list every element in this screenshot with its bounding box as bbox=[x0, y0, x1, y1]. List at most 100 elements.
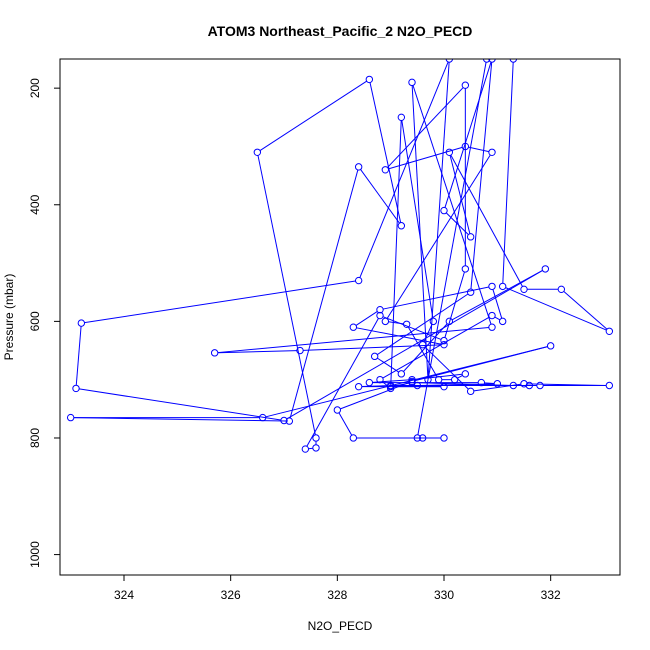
series-segment bbox=[303, 344, 441, 351]
x-tick-label: 328 bbox=[327, 588, 347, 602]
series-segment bbox=[502, 62, 514, 284]
series-segment bbox=[470, 62, 493, 290]
series-segment bbox=[369, 82, 402, 223]
data-point bbox=[210, 349, 219, 357]
series-segment bbox=[449, 155, 471, 234]
series-segment bbox=[265, 346, 548, 418]
series-segment bbox=[411, 85, 429, 377]
series-segment bbox=[382, 316, 490, 379]
series-segment bbox=[257, 155, 316, 435]
data-point bbox=[440, 206, 448, 215]
data-point bbox=[413, 434, 422, 442]
data-point bbox=[349, 434, 358, 442]
data-point bbox=[285, 417, 294, 425]
series-segment bbox=[450, 154, 523, 287]
data-point bbox=[72, 384, 80, 393]
data-point bbox=[498, 317, 507, 326]
series-segment bbox=[444, 61, 492, 208]
series-segment bbox=[259, 80, 367, 151]
data-point bbox=[440, 434, 448, 442]
series-segment bbox=[361, 385, 388, 388]
data-point bbox=[605, 381, 614, 390]
data-point bbox=[381, 166, 390, 174]
series-segment bbox=[505, 287, 607, 331]
data-point bbox=[354, 382, 363, 391]
data-point bbox=[482, 59, 491, 63]
data-point bbox=[440, 382, 448, 391]
x-tick-label: 330 bbox=[434, 588, 454, 602]
x-tick-label: 332 bbox=[541, 588, 561, 602]
data-point bbox=[466, 387, 475, 396]
data-point bbox=[386, 384, 395, 393]
y-tick-label: 600 bbox=[28, 311, 42, 331]
data-point bbox=[488, 59, 496, 63]
data-point bbox=[333, 406, 342, 414]
series-segment bbox=[492, 289, 503, 319]
data-point bbox=[376, 306, 384, 314]
series-segment bbox=[403, 323, 448, 372]
data-point bbox=[488, 311, 496, 320]
data-point bbox=[312, 444, 320, 452]
series-segment bbox=[473, 383, 521, 392]
data-point bbox=[541, 265, 550, 273]
data-point bbox=[429, 317, 438, 326]
data-point bbox=[301, 445, 310, 453]
data-point bbox=[520, 380, 528, 388]
series-segment bbox=[563, 291, 608, 330]
series-segment bbox=[383, 286, 489, 310]
series-segment bbox=[377, 293, 469, 355]
data-point bbox=[461, 370, 470, 378]
data-point bbox=[66, 413, 75, 422]
data-point bbox=[445, 148, 454, 156]
data-point bbox=[408, 78, 416, 87]
chart-title: ATOM3 Northeast_Pacific_2 N2O_PECD bbox=[208, 23, 473, 39]
series-segment bbox=[289, 169, 359, 419]
series-segment bbox=[286, 270, 543, 420]
data-point bbox=[477, 378, 486, 387]
series-segment bbox=[527, 383, 607, 386]
data-point bbox=[354, 276, 363, 285]
data-point bbox=[397, 113, 406, 122]
plot-frame bbox=[59, 58, 621, 576]
data-point bbox=[386, 381, 395, 390]
series-segment bbox=[424, 346, 469, 390]
data-point bbox=[445, 317, 454, 326]
data-point bbox=[461, 81, 470, 89]
series-segment bbox=[75, 326, 82, 386]
series-segment bbox=[468, 146, 489, 153]
series-segment bbox=[387, 87, 464, 168]
data-point bbox=[253, 148, 262, 156]
data-point bbox=[557, 285, 566, 294]
data-point bbox=[461, 142, 470, 151]
data-point bbox=[77, 319, 86, 327]
data-point bbox=[408, 375, 416, 384]
data-point bbox=[520, 285, 528, 294]
series-segment bbox=[73, 417, 287, 422]
axis-ticks: 324 326 328 330 332 200 400 600 800 1000 bbox=[28, 78, 561, 602]
data-point bbox=[376, 311, 384, 320]
data-point bbox=[434, 375, 443, 384]
series-segment bbox=[427, 62, 450, 377]
data-point bbox=[493, 380, 502, 388]
data-point bbox=[509, 381, 518, 390]
series-segment bbox=[444, 271, 465, 338]
x-tick-label: 326 bbox=[221, 588, 241, 602]
data-point bbox=[408, 378, 416, 387]
series-segment bbox=[306, 318, 379, 447]
series-segment bbox=[445, 212, 469, 235]
data-point bbox=[424, 375, 432, 384]
y-axis-label: Pressure (mbar) bbox=[2, 274, 16, 361]
data-point bbox=[440, 340, 448, 349]
data-point bbox=[397, 222, 406, 230]
series-segment bbox=[412, 85, 492, 325]
data-point bbox=[488, 323, 496, 331]
y-tick-label: 800 bbox=[28, 428, 42, 448]
series-segment bbox=[359, 61, 449, 278]
data-point bbox=[466, 288, 475, 296]
data-point bbox=[546, 342, 555, 350]
data-point bbox=[461, 265, 470, 273]
data-point bbox=[440, 336, 448, 345]
series-segment bbox=[390, 120, 402, 386]
data-point bbox=[498, 282, 507, 291]
